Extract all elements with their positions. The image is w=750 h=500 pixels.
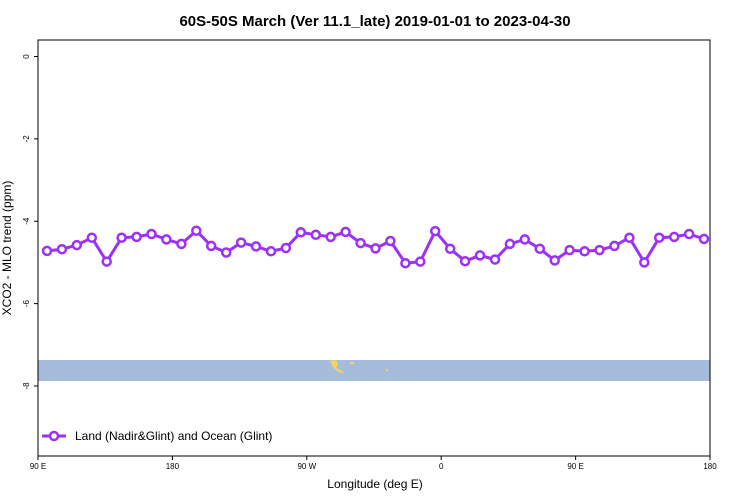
y-axis-label: XCO2 - MLO trend (ppm) xyxy=(0,181,14,316)
data-point xyxy=(698,233,710,245)
data-point xyxy=(579,246,590,257)
y-tick-label: -6 xyxy=(22,300,31,308)
y-tick-label: -4 xyxy=(22,217,31,225)
x-tick-label: 180 xyxy=(703,462,717,471)
map-strip xyxy=(38,360,710,381)
data-point xyxy=(265,246,277,257)
data-point xyxy=(624,232,635,243)
data-point xyxy=(280,242,292,254)
x-tick-label: 180 xyxy=(166,462,180,471)
data-point xyxy=(161,234,172,245)
data-point xyxy=(504,238,516,250)
data-point xyxy=(205,240,217,252)
data-point xyxy=(370,243,381,254)
chart-title: 60S-50S March (Ver 11.1_late) 2019-01-01… xyxy=(179,13,570,30)
data-point xyxy=(534,243,546,255)
data-point xyxy=(340,226,351,238)
x-axis-label: Longitude (deg E) xyxy=(327,477,422,491)
y-tick-label: -8 xyxy=(22,382,31,390)
data-point xyxy=(668,231,680,243)
data-point xyxy=(325,231,336,243)
map-ocean-band xyxy=(38,360,710,381)
data-point xyxy=(444,243,456,255)
data-point xyxy=(86,232,98,243)
data-point xyxy=(41,245,53,257)
map-land-patch xyxy=(350,362,354,364)
data-point xyxy=(519,234,531,245)
data-point xyxy=(131,231,142,243)
data-point xyxy=(474,250,486,261)
data-point xyxy=(639,257,650,268)
data-point xyxy=(116,232,127,243)
data-point xyxy=(489,254,501,265)
data-point xyxy=(609,240,620,252)
data-point xyxy=(310,229,322,241)
data-point xyxy=(385,235,396,247)
y-tick-label: -2 xyxy=(22,135,31,143)
map-land-patch xyxy=(386,369,388,371)
data-point xyxy=(564,244,575,256)
data-point xyxy=(549,255,560,266)
data-point xyxy=(146,228,157,240)
data-point xyxy=(429,225,441,237)
map-land-patch xyxy=(330,360,344,373)
data-point xyxy=(220,247,232,258)
data-point xyxy=(459,255,471,267)
data-point xyxy=(653,232,665,243)
legend: Land (Nadir&Glint) and Ocean (Glint) xyxy=(42,429,272,443)
legend-label: Land (Nadir&Glint) and Ocean (Glint) xyxy=(75,429,272,443)
data-point xyxy=(235,237,247,248)
data-point xyxy=(415,256,426,267)
x-tick-label: 0 xyxy=(439,462,444,471)
data-point xyxy=(191,225,202,236)
y-tick-label: 0 xyxy=(22,54,31,59)
data-point xyxy=(400,257,411,269)
data-point xyxy=(71,239,83,251)
x-tick-label: 90 E xyxy=(567,462,583,471)
plot-frame xyxy=(37,39,711,457)
data-point xyxy=(683,228,695,240)
x-tick-label: 90 W xyxy=(297,462,316,471)
data-point xyxy=(250,241,262,252)
x-axis: 90 E 180 90 W 0 90 E 180 xyxy=(30,456,717,471)
legend-marker-swatch xyxy=(48,430,60,442)
data-point xyxy=(176,238,187,250)
data-point xyxy=(295,227,307,238)
data-point xyxy=(355,237,366,249)
series-layer xyxy=(41,225,710,269)
x-tick-label: 90 E xyxy=(30,462,46,471)
data-point xyxy=(56,243,68,255)
data-point xyxy=(594,244,605,256)
y-axis: 0 -2 -4 -6 -8 xyxy=(22,54,38,390)
data-point xyxy=(101,256,112,267)
